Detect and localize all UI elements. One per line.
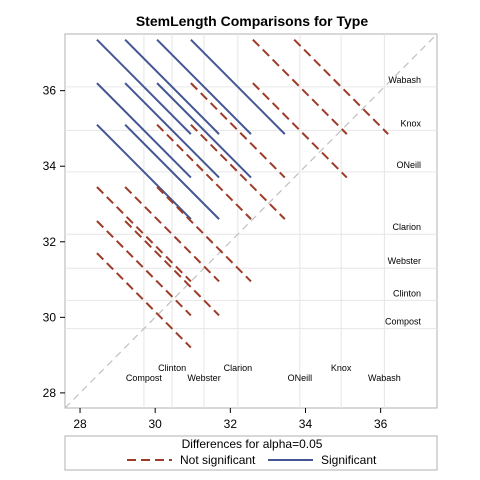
comparison-segment-clarion-vs-clinton [124,186,220,283]
group-label-bottom-webster: Webster [187,373,220,383]
comparison-segment-oneill-vs-clarion [190,123,286,220]
comparison-segment-clinton-vs-compost [96,252,192,349]
group-labels: CompostCompostClintonClintonWebsterWebst… [126,75,422,383]
group-label-bottom-oneill: ONeill [288,373,313,383]
comparison-segment-oneill-vs-webster [156,123,252,220]
y-tick-label-30: 30 [43,310,57,324]
x-tick-label-30: 30 [149,417,163,431]
comparison-segments [96,38,389,349]
y-tick-label-34: 34 [43,159,57,173]
comparison-segment-webster-vs-compost [96,220,192,317]
comparison-segment-wabash-vs-compost [96,38,192,135]
comparison-segment-webster-vs-clinton [124,220,220,317]
axes: 28 28 30 30 32 32 34 34 36 36 [43,84,388,431]
comparison-segment-wabash-vs-oneill [252,38,348,135]
comparison-segment-clarion-vs-compost [96,186,192,283]
comparison-segment-knox-vs-webster [156,82,252,179]
group-label-bottom-knox: Knox [331,363,352,373]
x-tick-label-36: 36 [374,417,388,431]
group-label-right-webster: Webster [388,256,421,266]
comparison-segment-knox-vs-clarion [190,82,286,179]
group-label-bottom-compost: Compost [126,373,163,383]
x-tick-label-28: 28 [73,417,87,431]
grid-lines [65,34,437,408]
legend-title: Differences for alpha=0.05 [182,437,323,451]
legend-label-not-significant: Not significant [180,453,256,467]
group-label-right-knox: Knox [400,118,421,128]
comparison-segment-wabash-vs-clarion [190,38,286,135]
y-tick-label-28: 28 [43,386,57,400]
legend-box [64,435,438,471]
x-tick-label-34: 34 [299,417,313,431]
comparison-segment-wabash-vs-clinton [124,38,220,135]
comparison-segment-oneill-vs-clinton [124,123,220,220]
comparison-segment-clarion-vs-webster [156,186,252,283]
legend: Differences for alpha=0.05 Not significa… [64,435,438,471]
group-label-bottom-wabash: Wabash [368,373,401,383]
group-label-right-compost: Compost [385,317,422,327]
comparison-segment-wabash-vs-webster [156,38,252,135]
comparison-segment-knox-vs-compost [96,82,192,179]
x-tick-label-32: 32 [224,417,238,431]
comparison-segment-wabash-vs-knox [293,38,389,135]
group-label-right-wabash: Wabash [388,75,421,85]
comparison-segment-oneill-vs-compost [96,123,192,220]
legend-label-significant: Significant [321,453,377,467]
group-label-right-clarion: Clarion [392,222,421,232]
comparison-segment-knox-vs-clinton [124,82,220,179]
reference-diagonal [64,33,438,409]
group-label-right-oneill: ONeill [396,160,421,170]
comparison-segment-knox-vs-oneill [252,82,348,179]
y-tick-label-32: 32 [43,235,57,249]
reference-line-y-equals-x [64,33,438,409]
group-label-right-clinton: Clinton [393,288,421,298]
chart-title: StemLength Comparisons for Type [136,13,369,29]
y-tick-label-36: 36 [43,84,57,98]
group-label-bottom-clarion: Clarion [224,363,253,373]
group-label-bottom-clinton: Clinton [158,363,186,373]
